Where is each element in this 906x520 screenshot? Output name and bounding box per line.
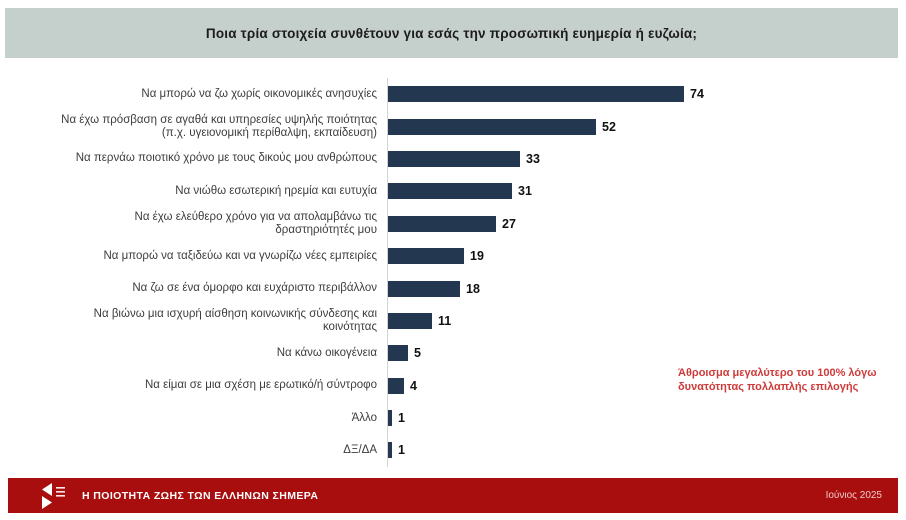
bar-track: 18 bbox=[387, 272, 896, 305]
kappa-research-logo bbox=[40, 482, 70, 509]
question-header: Ποια τρία στοιχεία συνθέτουν για εσάς τη… bbox=[5, 8, 898, 58]
bar-row: Άλλο 1 bbox=[55, 401, 896, 435]
bar bbox=[388, 150, 520, 167]
value-label: 74 bbox=[690, 87, 704, 102]
bar-track: 52 bbox=[387, 110, 896, 143]
bar-row: Να περνάω ποιοτικό χρόνο με τους δικούς … bbox=[55, 142, 896, 176]
value-label: 31 bbox=[518, 184, 532, 199]
bar bbox=[388, 410, 392, 427]
bar bbox=[388, 280, 460, 297]
value-label: 27 bbox=[502, 216, 516, 231]
category-label: Να μπορώ να ζω χωρίς οικονομικές ανησυχί… bbox=[141, 87, 377, 100]
bar-track: 31 bbox=[387, 175, 896, 208]
bar-row: Να είμαι σε μια σχέση με ερωτικό/ή σύντρ… bbox=[55, 369, 896, 402]
bar-row: Να βιώνω μια ισχυρή αίσθηση κοινωνικής σ… bbox=[55, 304, 896, 338]
value-label: 52 bbox=[602, 119, 616, 134]
footer-bar: Η ΠΟΙΟΤΗΤΑ ΖΩΗΣ ΤΩΝ ΕΛΛΗΝΩΝ ΣΗΜΕΡΑ Ιούνι… bbox=[8, 478, 898, 513]
bar-row: Να μπορώ να ζω χωρίς οικονομικές ανησυχί… bbox=[55, 78, 896, 111]
bar-track: 1 bbox=[387, 434, 896, 467]
value-label: 11 bbox=[438, 313, 452, 328]
value-label: 1 bbox=[398, 411, 405, 426]
category-label: Να βιώνω μια ισχυρή αίσθηση κοινωνικής σ… bbox=[93, 307, 377, 333]
bar-row: Να έχω ελεύθερο χρόνο για να απολαμβάνω … bbox=[55, 207, 896, 240]
bar bbox=[388, 377, 404, 394]
bar bbox=[388, 118, 596, 135]
category-label: Να νιώθω εσωτερική ηρεμία και ευτυχία bbox=[175, 184, 377, 197]
bar-track: 27 bbox=[387, 207, 896, 240]
bar-track: 4 bbox=[387, 369, 896, 402]
bar-row: Να ζω σε ένα όμορφο και ευχάριστο περιβά… bbox=[55, 272, 896, 305]
category-label: Άλλο bbox=[351, 411, 377, 424]
bar-row: Να κάνω οικογένεια 5 bbox=[55, 337, 896, 370]
bar bbox=[388, 442, 392, 459]
value-label: 4 bbox=[410, 378, 417, 393]
bar bbox=[388, 86, 684, 103]
category-label: Να περνάω ποιοτικό χρόνο με τους δικούς … bbox=[75, 152, 377, 165]
bar-track: 1 bbox=[387, 401, 896, 435]
value-label: 19 bbox=[470, 249, 484, 264]
bar-chart: Να μπορώ να ζω χωρίς οικονομικές ανησυχί… bbox=[55, 78, 896, 467]
value-label: 33 bbox=[526, 151, 540, 166]
report-date: Ιούνιος 2025 bbox=[825, 490, 882, 501]
bar-row: Να νιώθω εσωτερική ηρεμία και ευτυχία 31 bbox=[55, 175, 896, 208]
bar-row: Να μπορώ να ταξιδεύω και να γνωρίζω νέες… bbox=[55, 239, 896, 273]
bar bbox=[388, 345, 408, 362]
bar bbox=[388, 248, 464, 265]
category-label: Να μπορώ να ταξιδεύω και να γνωρίζω νέες… bbox=[103, 249, 377, 262]
category-label: ΔΞ/ΔΑ bbox=[343, 443, 377, 456]
category-label: Να έχω πρόσβαση σε αγαθά και υπηρεσίες υ… bbox=[61, 113, 377, 139]
category-label: Να κάνω οικογένεια bbox=[276, 346, 377, 359]
value-label: 5 bbox=[414, 346, 421, 361]
bar-track: 74 bbox=[387, 78, 896, 111]
report-title: Η ΠΟΙΟΤΗΤΑ ΖΩΗΣ ΤΩΝ ΕΛΛΗΝΩΝ ΣΗΜΕΡΑ bbox=[82, 489, 319, 502]
bar bbox=[388, 312, 432, 329]
chart-title: Ποια τρία στοιχεία συνθέτουν για εσάς τη… bbox=[205, 25, 698, 41]
bar-track: 33 bbox=[387, 142, 896, 176]
bar-row: ΔΞ/ΔΑ 1 bbox=[55, 434, 896, 467]
bar bbox=[388, 183, 512, 200]
value-label: 18 bbox=[466, 281, 480, 296]
bar-track: 19 bbox=[387, 239, 896, 273]
bar bbox=[388, 215, 496, 232]
bar-track: 5 bbox=[387, 337, 896, 370]
category-label: Να ζω σε ένα όμορφο και ευχάριστο περιβά… bbox=[132, 282, 377, 295]
category-label: Να έχω ελεύθερο χρόνο για να απολαμβάνω … bbox=[134, 210, 377, 236]
bar-track: 11 bbox=[387, 304, 896, 338]
multi-select-note: Άθροισμα μεγαλύτερο του 100% λόγω δυνατό… bbox=[678, 367, 877, 393]
bar-rows: Να μπορώ να ζω χωρίς οικονομικές ανησυχί… bbox=[55, 78, 896, 467]
category-label: Να είμαι σε μια σχέση με ερωτικό/ή σύντρ… bbox=[144, 379, 377, 392]
bar-row: Να έχω πρόσβαση σε αγαθά και υπηρεσίες υ… bbox=[55, 110, 896, 143]
value-label: 1 bbox=[398, 443, 405, 458]
